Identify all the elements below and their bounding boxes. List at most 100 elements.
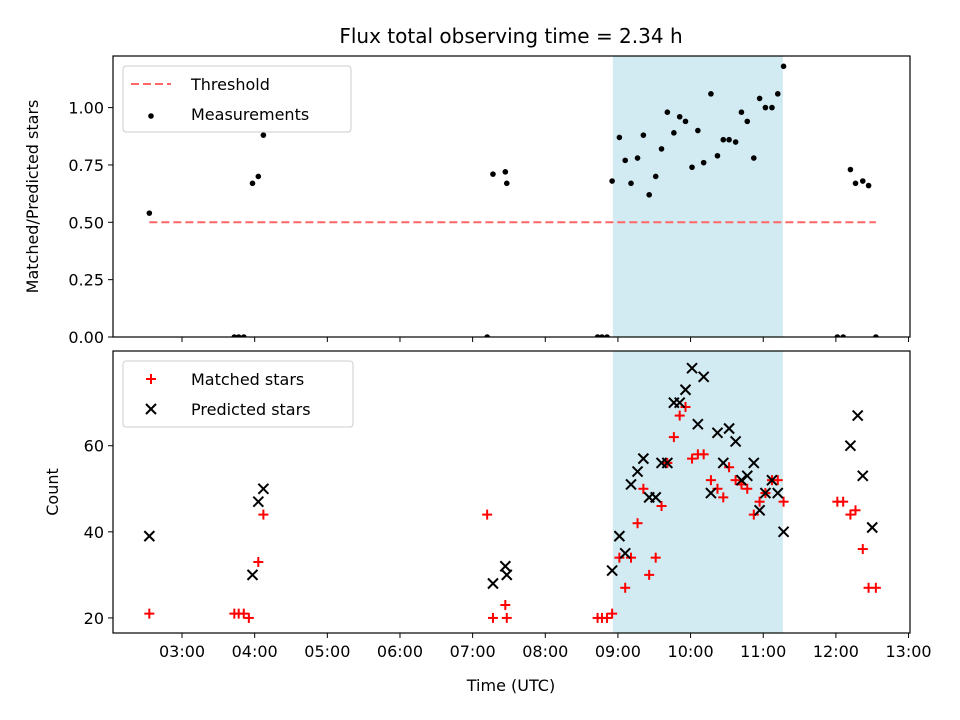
legend-label: Threshold [190, 75, 270, 94]
measurement-point [700, 159, 707, 166]
x-b [866, 521, 878, 534]
matched-star-point [607, 608, 618, 619]
predicted-star-point [711, 427, 724, 439]
matched-star-point [680, 401, 691, 412]
x-tick-label: 08:00 [522, 642, 568, 661]
x-tick-label: 05:00 [304, 642, 350, 661]
predicted-star-point [487, 577, 499, 590]
matched-star-point [724, 462, 735, 473]
count-panel: 03:00 04:00 05:00 06:00 07:00 08:00 09:00 10:00… [43, 350, 932, 661]
x-tick-label: 13:00 [885, 642, 931, 661]
predicted-star-point [606, 564, 618, 577]
measurement-point [260, 132, 267, 138]
predicted-star-point [697, 371, 710, 383]
x-b [741, 470, 753, 482]
y-tick-label: 20 [84, 609, 104, 628]
x-tick-label: 04:00 [232, 642, 278, 661]
matched-star-point [687, 453, 698, 464]
measurement-point [873, 334, 879, 337]
x-b [625, 478, 637, 491]
x-b [499, 560, 512, 572]
x-b [501, 569, 513, 581]
x-b [679, 384, 692, 396]
x-tick-label: 12:00 [813, 642, 859, 661]
measurement-point [720, 136, 727, 143]
measurement-point [503, 180, 510, 187]
y-tick-label: 0.25 [68, 271, 104, 290]
measurement-point [622, 157, 629, 164]
predicted-star-point [766, 474, 778, 486]
measurement-point [714, 152, 721, 159]
measurement-point [490, 171, 496, 177]
predicted-star-point [741, 470, 753, 482]
measurement-point [658, 146, 665, 152]
predicted-star-point [851, 409, 864, 422]
predicted-star-point [705, 487, 717, 499]
predicted-star-point [252, 495, 265, 508]
predicted-star-point [772, 487, 784, 499]
predicted-star-point [673, 396, 686, 409]
predicted-star-point [631, 465, 644, 478]
measurement-point [652, 173, 659, 180]
measurement-point [664, 109, 671, 115]
predicted-star-point [625, 478, 637, 491]
measurement-point [609, 178, 615, 184]
predicted-star-point [735, 474, 748, 486]
measurement-point [231, 334, 238, 337]
measurement-point [146, 210, 153, 216]
predicted-star-point [686, 362, 698, 374]
ratio-axes-frame [112, 55, 911, 338]
matched-star-point [705, 475, 716, 486]
x-b [857, 470, 869, 482]
x-b [844, 440, 857, 452]
measurement-point [762, 104, 769, 111]
predicted-star-point [650, 491, 662, 504]
count-data-layer [143, 362, 881, 623]
x-tick-label: 06:00 [377, 642, 423, 661]
matched-star-point [487, 612, 498, 623]
predicted-star-point [844, 440, 857, 452]
ratio-series-measurements [146, 63, 879, 337]
legend-label: Matched stars [191, 370, 304, 389]
matched-star-point [482, 509, 493, 520]
matched-star-point [238, 608, 249, 619]
matched-star-point [253, 556, 264, 567]
matched-star-point [754, 496, 765, 507]
predicted-star-point [729, 435, 742, 448]
count-axes-frame [112, 350, 911, 634]
measurement-point [774, 91, 781, 97]
measurement-point [780, 63, 787, 70]
x-tick-label: 07:00 [450, 642, 496, 661]
measurement-point [682, 118, 689, 125]
y-tick-label: 1.00 [68, 99, 104, 118]
x-b [613, 530, 626, 542]
predicted-star-point [717, 457, 729, 469]
measurement-point [235, 334, 242, 337]
x-b [717, 457, 729, 469]
matched-star-point [501, 612, 512, 623]
matched-star-point [742, 483, 753, 494]
matched-star-point [730, 475, 741, 486]
x-b [772, 487, 784, 499]
predicted-star-point [692, 418, 704, 430]
legend-label: Measurements [191, 105, 309, 124]
matched-star-point [626, 552, 637, 563]
matched-star-point [748, 509, 759, 520]
y-tick-label: 60 [84, 437, 104, 456]
measurement-point [852, 180, 859, 187]
matched-star-point [857, 544, 868, 555]
predicted-star-point [637, 452, 650, 465]
measurement-point [640, 132, 647, 138]
matched-star-point [614, 552, 625, 563]
x-b [673, 396, 686, 409]
x-b [705, 487, 717, 499]
ratio-data-layer [146, 63, 879, 337]
measurement-point [634, 155, 641, 161]
measurement-point [769, 104, 775, 111]
x-b [766, 474, 778, 486]
x-b [697, 371, 710, 383]
predicted-star-point [759, 487, 772, 499]
matched-star-point [772, 475, 783, 486]
measurement-point [726, 136, 732, 143]
